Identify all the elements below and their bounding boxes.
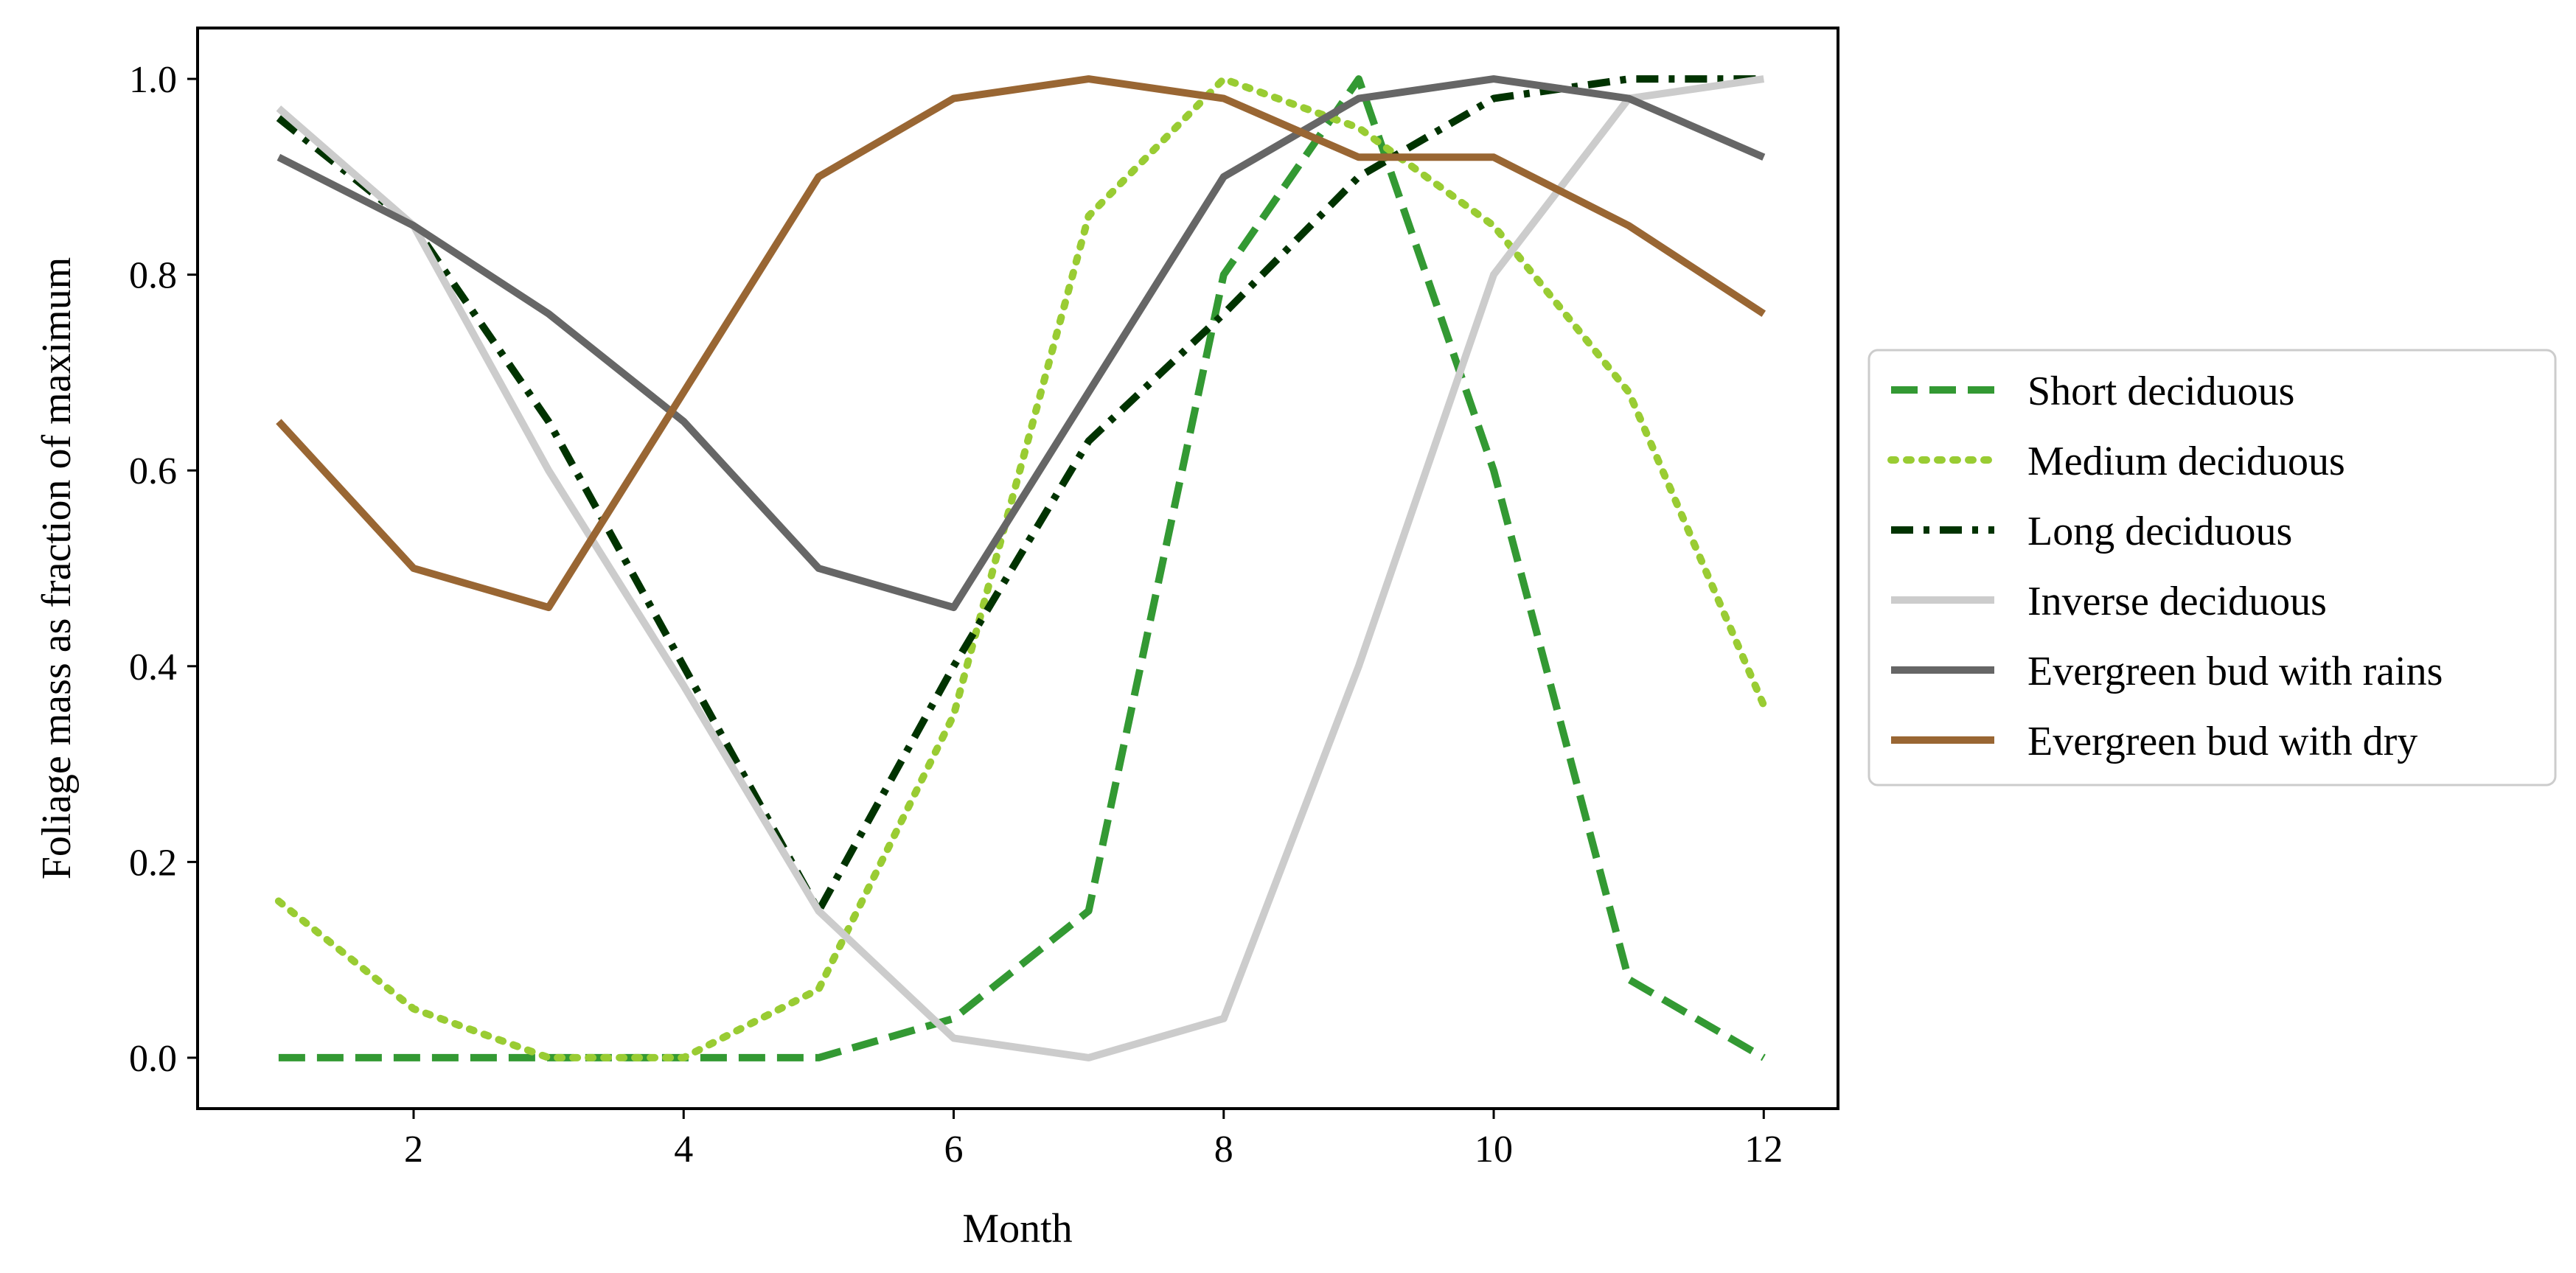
x-tick-label: 6: [944, 1129, 964, 1171]
legend-label-2: Long deciduous: [2027, 509, 2292, 554]
y-tick-label: 0.4: [129, 646, 177, 688]
legend-label-3: Inverse deciduous: [2027, 579, 2327, 624]
legend-label-1: Medium deciduous: [2027, 439, 2345, 484]
series-layer: [274, 75, 1768, 1061]
y-tick-label: 0.0: [129, 1038, 177, 1080]
series-line-1: [274, 75, 1768, 1061]
x-axis-title: Month: [962, 1206, 1072, 1252]
x-tick-label: 2: [404, 1129, 423, 1171]
y-axis-title: Foliage mass as fraction of maximum: [34, 257, 80, 879]
legend-label-0: Short deciduous: [2027, 369, 2294, 414]
legend-frame: [1867, 349, 2557, 787]
y-axis: 0.0 0.2 0.4 0.6 0.8 1.0: [129, 59, 198, 1080]
series-line-2: [276, 75, 1764, 915]
y-tick-label: 0.8: [129, 255, 177, 297]
x-axis: 2 4 6 8 10 12: [404, 1109, 1783, 1171]
x-tick-label: 10: [1475, 1129, 1513, 1171]
x-tick-label: 4: [674, 1129, 693, 1171]
x-tick-label: 12: [1744, 1129, 1783, 1171]
legend: Short deciduous Medium deciduous Long deci…: [1867, 349, 2557, 787]
series-line-4: [276, 75, 1766, 612]
x-tick-label: 8: [1214, 1129, 1233, 1171]
legend-label-4: Evergreen bud with rains: [2027, 649, 2443, 694]
legend-label-5: Evergreen bud with dry: [2027, 719, 2417, 764]
series-line-3: [276, 75, 1765, 1061]
y-tick-label: 1.0: [129, 59, 177, 101]
plot-frame: [196, 27, 1839, 1110]
legend-items: Short deciduous Medium deciduous Long deci…: [1887, 369, 2443, 764]
series-line-0: [278, 75, 1766, 1061]
series-line-5: [276, 75, 1766, 612]
y-tick-label: 0.6: [129, 450, 177, 492]
y-tick-label: 0.2: [129, 842, 177, 884]
